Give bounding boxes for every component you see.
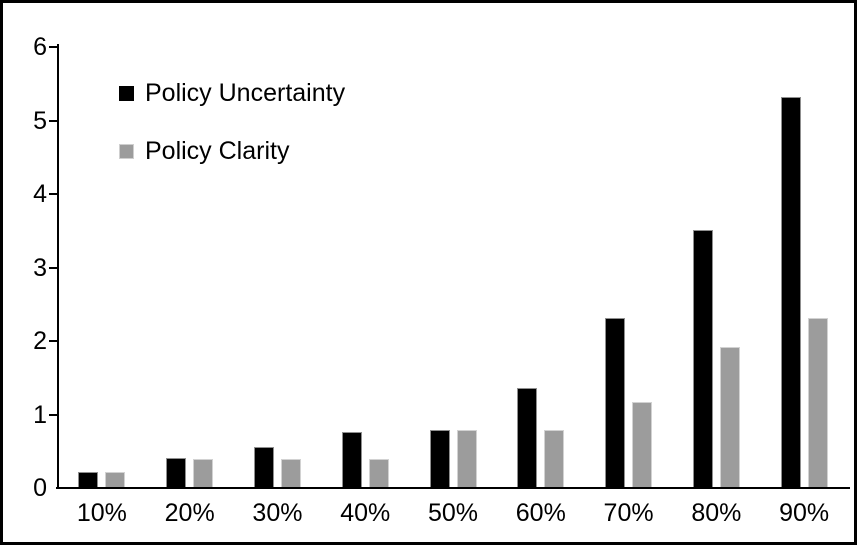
- bar-policy-clarity-60%: [544, 430, 565, 487]
- bar-policy-clarity-10%: [105, 472, 126, 487]
- x-tick-label: 90%: [779, 499, 830, 527]
- y-tick-label: 6: [33, 33, 47, 61]
- bar-policy-clarity-30%: [280, 459, 301, 487]
- bar-policy-clarity-40%: [368, 459, 389, 487]
- y-tick-label: 0: [33, 474, 47, 502]
- y-axis-line: [57, 44, 59, 489]
- bar-policy-uncertainty-90%: [780, 97, 801, 487]
- bar-policy-clarity-70%: [632, 402, 653, 487]
- y-tick-label: 2: [33, 327, 47, 355]
- y-tick: [49, 193, 57, 195]
- x-axis-line: [56, 487, 850, 489]
- legend-item-policy-clarity: Policy Clarity: [119, 137, 345, 166]
- bar-group-30%: [234, 46, 322, 487]
- x-tick-label: 80%: [691, 499, 742, 527]
- x-tick-label: 40%: [340, 499, 391, 527]
- plot-area: 0 1 2 3 4 5 6 10% 20% 30% 40% 50% 60% 70% 80% 90% Poli…: [3, 3, 854, 542]
- x-tick-label: 20%: [164, 499, 215, 527]
- y-tick: [49, 413, 57, 416]
- bar-policy-uncertainty-40%: [341, 432, 362, 487]
- bar-policy-clarity-50%: [456, 430, 477, 487]
- bar-policy-uncertainty-30%: [253, 447, 274, 487]
- bar-group-50%: [409, 46, 497, 487]
- bar-policy-uncertainty-80%: [692, 230, 713, 487]
- bar-group-80%: [672, 46, 760, 487]
- x-tick-label: 60%: [515, 499, 566, 527]
- x-tick-label: 10%: [76, 499, 127, 527]
- x-axis-labels: 10% 20% 30% 40% 50% 60% 70% 80% 90%: [58, 497, 848, 529]
- legend-label: Policy Uncertainty: [145, 79, 346, 107]
- bar-group-60%: [497, 46, 585, 487]
- bar-group-20%: [146, 46, 234, 487]
- bar-policy-uncertainty-70%: [605, 318, 626, 487]
- x-tick-label: 50%: [427, 499, 479, 527]
- legend-swatch-black-icon: [119, 86, 134, 101]
- bar-group-10%: [58, 46, 146, 487]
- y-tick: [49, 266, 57, 269]
- x-tick-label: 70%: [603, 499, 654, 527]
- bar-policy-uncertainty-20%: [166, 458, 187, 487]
- y-tick: [49, 46, 57, 48]
- y-tick-label: 3: [33, 253, 47, 282]
- legend-label: Policy Clarity: [145, 137, 290, 165]
- legend-swatch-gray-icon: [119, 144, 134, 159]
- bar-policy-uncertainty-50%: [429, 430, 450, 487]
- bar-policy-uncertainty-60%: [517, 388, 538, 487]
- legend: Policy Uncertainty Policy Clarity: [119, 79, 345, 195]
- bar-group-70%: [585, 46, 673, 487]
- legend-item-policy-uncertainty: Policy Uncertainty: [119, 79, 345, 108]
- y-tick: [49, 340, 57, 342]
- bar-policy-clarity-80%: [719, 347, 740, 487]
- bar-policy-uncertainty-10%: [78, 472, 99, 487]
- bar-policy-clarity-90%: [807, 318, 828, 487]
- bar-groups: [58, 46, 848, 487]
- y-tick-label: 5: [33, 106, 47, 135]
- y-tick: [49, 119, 57, 122]
- bar-policy-clarity-20%: [193, 459, 214, 487]
- x-tick-label: 30%: [252, 499, 303, 527]
- bar-group-40%: [321, 46, 409, 487]
- y-tick-label: 1: [33, 400, 47, 429]
- y-tick-label: 4: [33, 180, 47, 208]
- bar-group-90%: [760, 46, 848, 487]
